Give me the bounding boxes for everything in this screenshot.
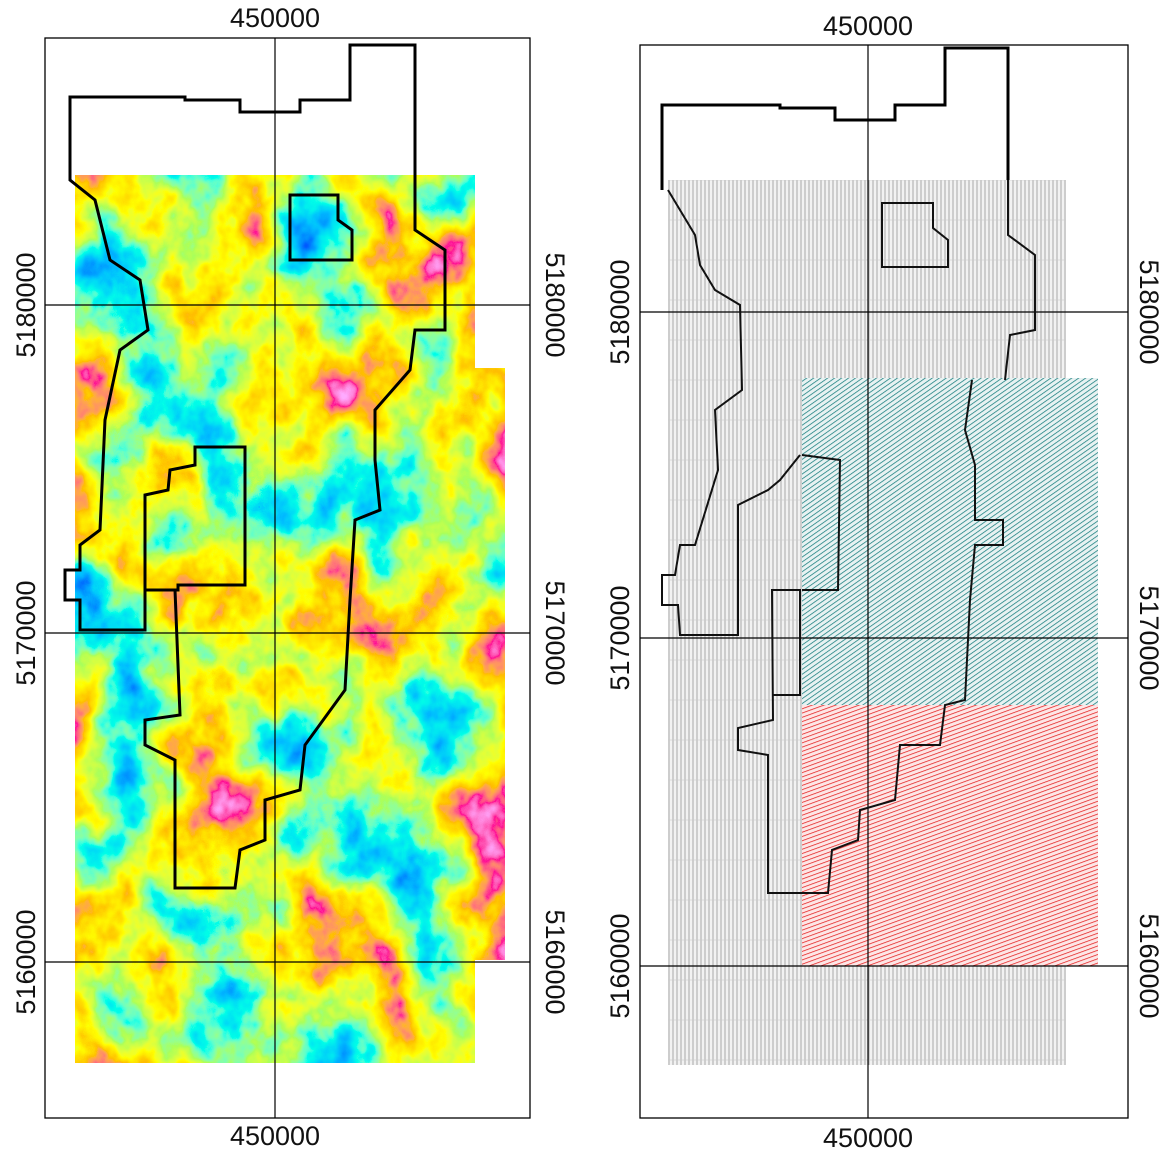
left-coordinate: 5160000 [11,909,41,1014]
magnetic-raster [75,175,505,1063]
left-coordinate: 5170000 [605,585,635,690]
bottom-coordinate: 450000 [230,1121,320,1151]
left-coordinate: 5180000 [11,252,41,357]
right-coordinate: 5180000 [540,252,570,357]
right-panel [640,45,1128,1118]
left-panel [45,38,530,1118]
right-coordinate: 5160000 [1134,913,1164,1018]
survey-block-teal [802,378,1098,705]
right-coordinate: 5170000 [540,580,570,685]
claim-outline [662,48,1008,190]
survey-block-red [802,705,1098,966]
bottom-coordinate: 450000 [823,1123,913,1153]
left-coordinate: 5180000 [605,259,635,364]
figure: 450000 450000 5180000 5170000 5160000 5180000… [0,0,1165,1158]
top-coordinate: 450000 [230,3,320,33]
left-coordinate: 5170000 [11,580,41,685]
top-coordinate: 450000 [823,11,913,41]
left-coordinate: 5160000 [605,913,635,1018]
right-coordinate: 5180000 [1134,259,1164,364]
right-coordinate: 5160000 [540,909,570,1014]
right-coordinate: 5170000 [1134,585,1164,690]
